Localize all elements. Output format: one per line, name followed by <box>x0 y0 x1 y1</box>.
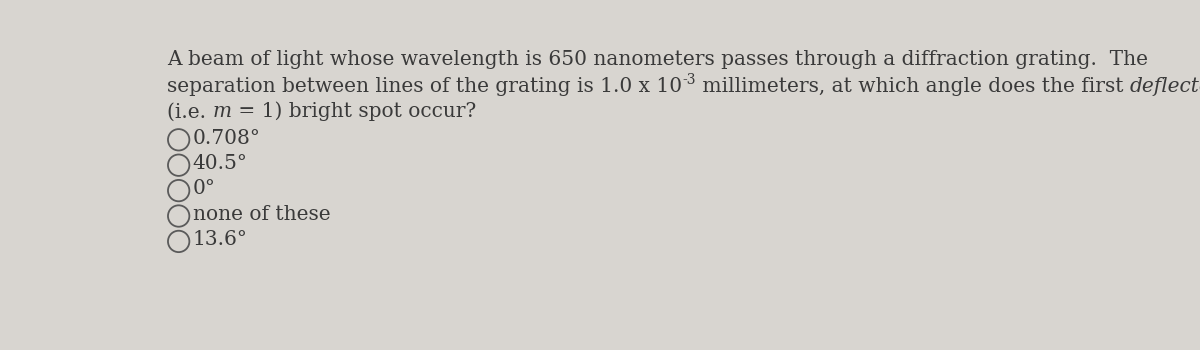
Point <box>169 162 188 168</box>
Point <box>169 188 188 194</box>
Text: -3: -3 <box>682 74 696 88</box>
Text: millimeters, at which angle does the first: millimeters, at which angle does the fir… <box>696 77 1129 96</box>
Text: deflected: deflected <box>1129 77 1200 96</box>
Text: 0.708°: 0.708° <box>193 129 260 148</box>
Text: (i.e.: (i.e. <box>167 103 212 121</box>
Text: 0°: 0° <box>193 180 216 198</box>
Text: A beam of light whose wavelength is 650 nanometers passes through a diffraction : A beam of light whose wavelength is 650 … <box>167 50 1148 69</box>
Text: 13.6°: 13.6° <box>193 230 247 249</box>
Text: = 1) bright spot occur?: = 1) bright spot occur? <box>232 102 476 121</box>
Text: none of these: none of these <box>193 205 330 224</box>
Point <box>169 239 188 244</box>
Text: separation between lines of the grating is 1.0 x 10: separation between lines of the grating … <box>167 77 682 96</box>
Point <box>169 137 188 142</box>
Text: 40.5°: 40.5° <box>193 154 247 173</box>
Text: m: m <box>212 103 232 121</box>
Point <box>169 213 188 219</box>
